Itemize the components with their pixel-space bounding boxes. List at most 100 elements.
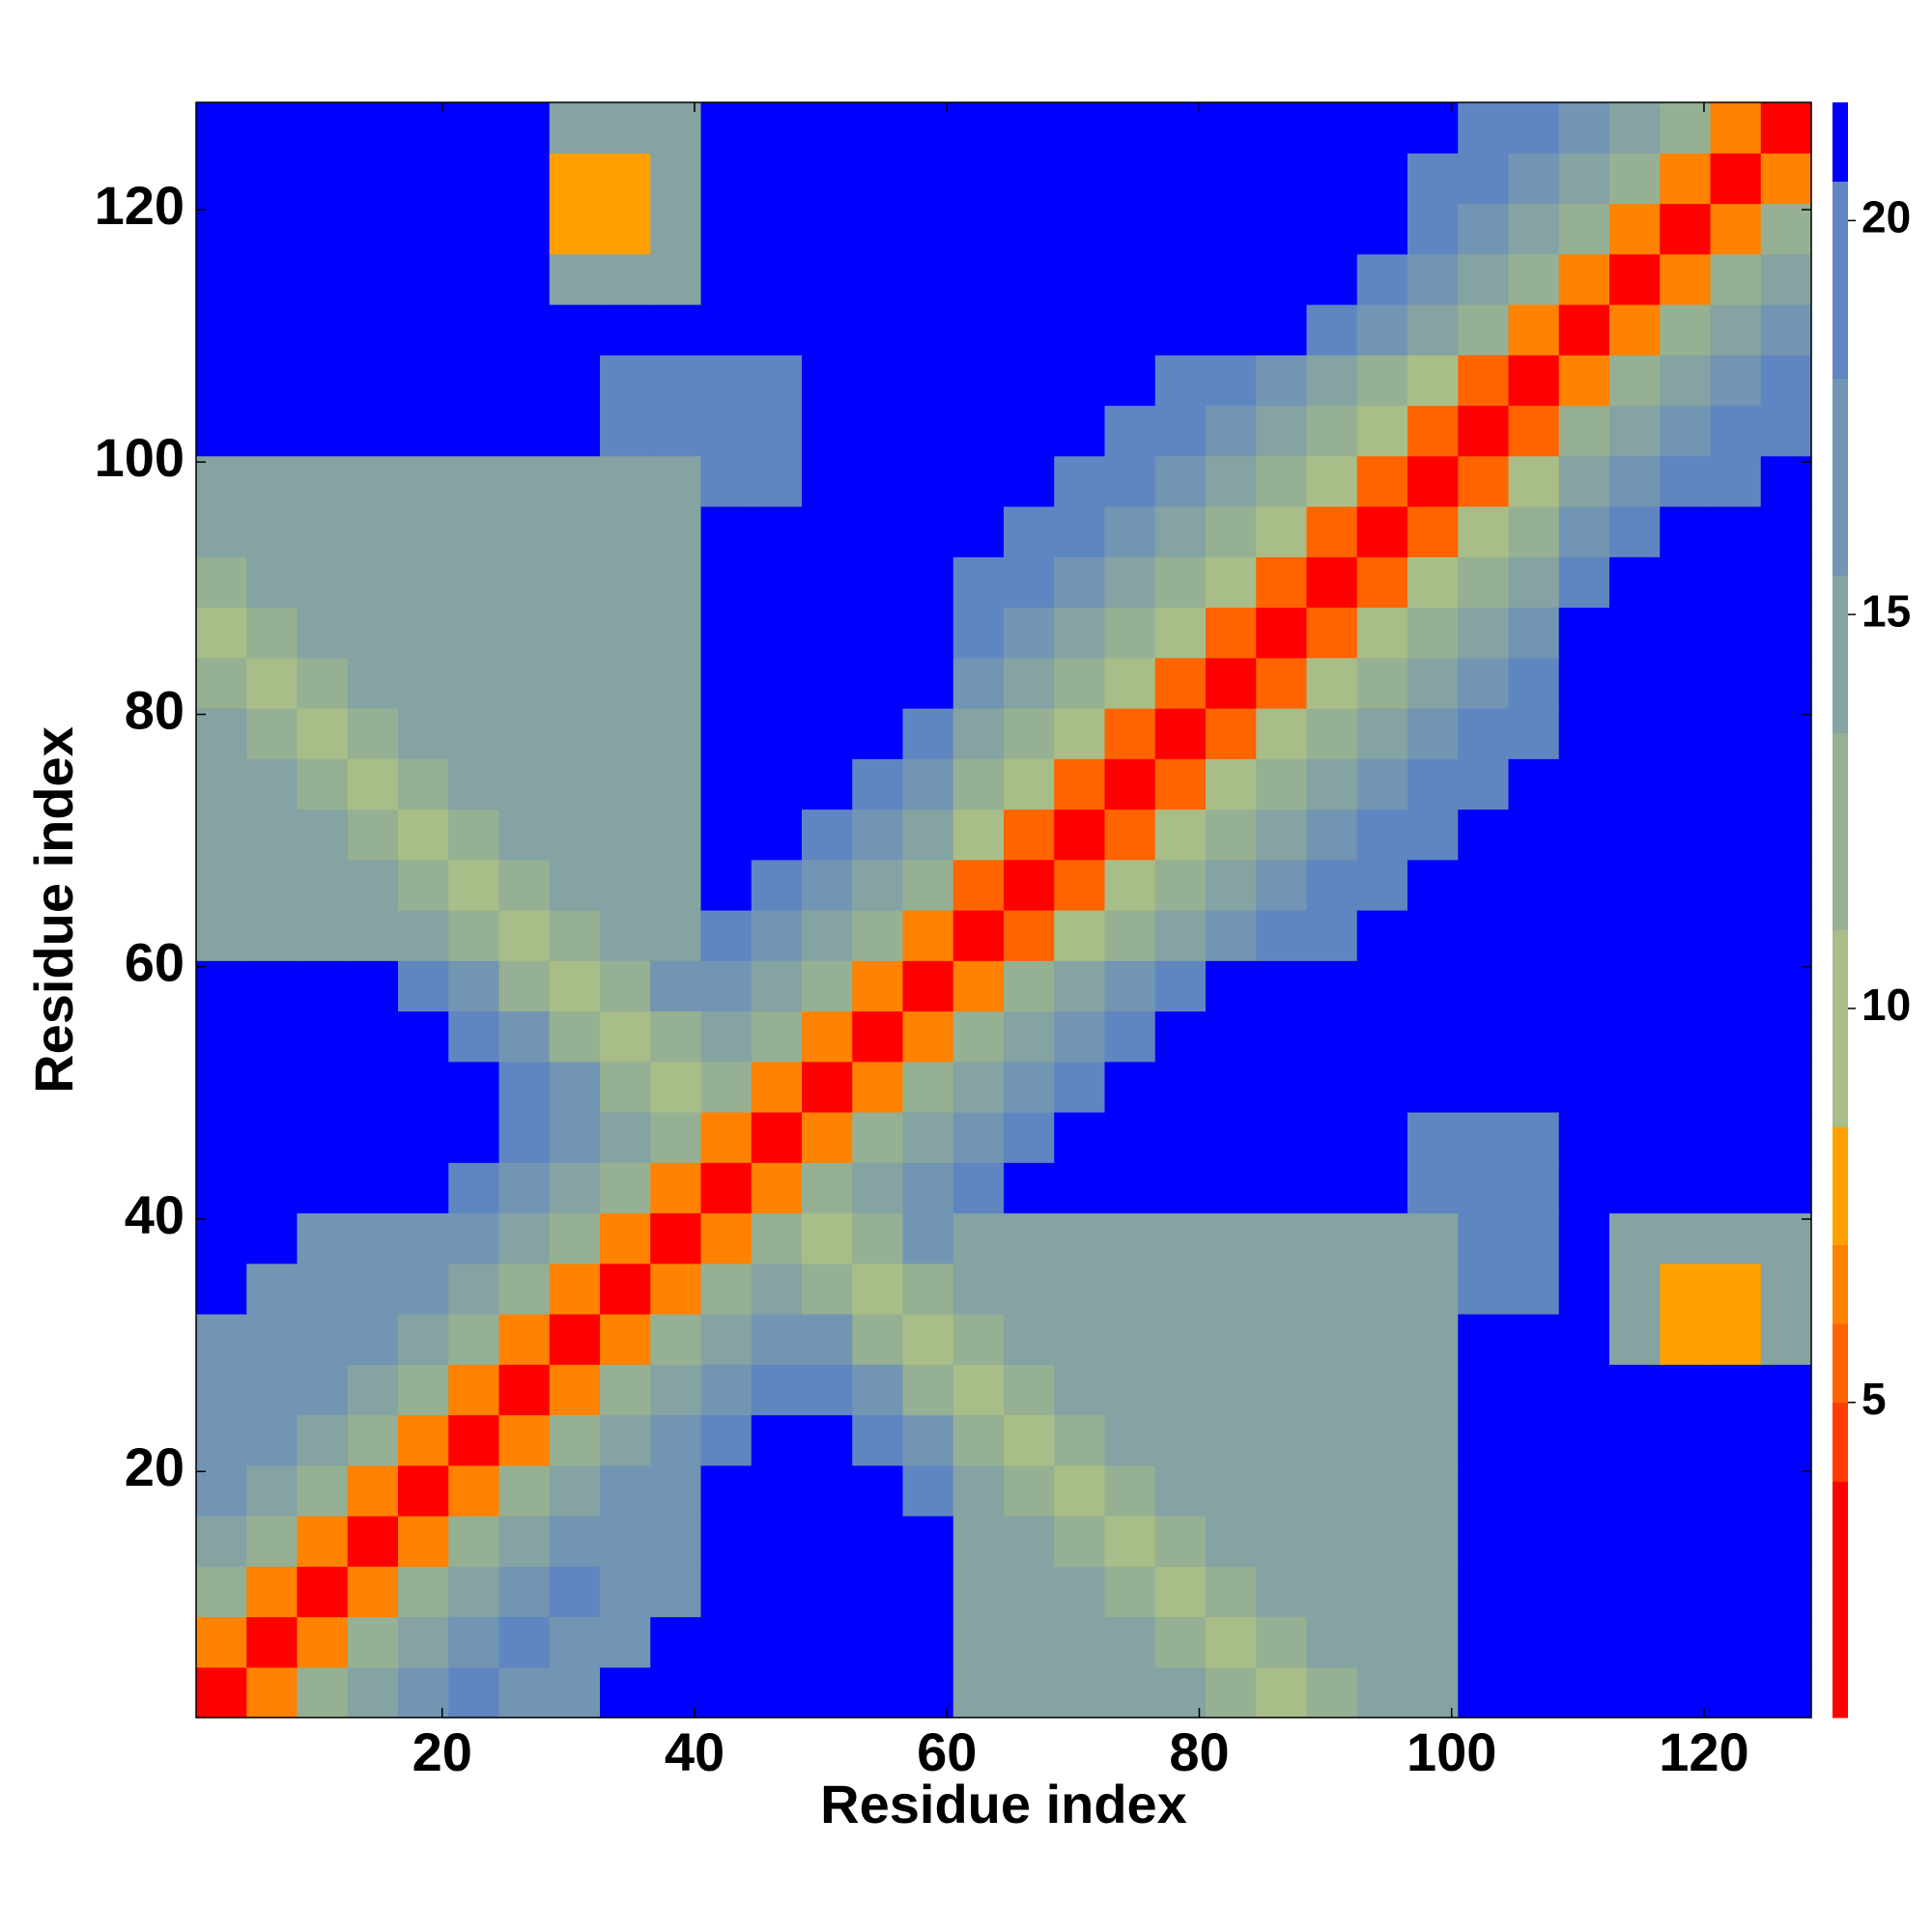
heatmap-cell: [347, 153, 399, 205]
heatmap-cell: [1660, 607, 1712, 659]
heatmap-cell: [1306, 1666, 1358, 1719]
heatmap-cell: [751, 1464, 803, 1517]
heatmap-cell: [852, 1212, 904, 1264]
heatmap-cell: [952, 1061, 1005, 1113]
heatmap-cell: [650, 1616, 702, 1668]
heatmap-cell: [1760, 1414, 1812, 1466]
heatmap-cell: [1306, 455, 1358, 507]
heatmap-cell: [1004, 153, 1055, 205]
heatmap-cell: [1609, 1516, 1661, 1567]
heatmap-cell: [802, 1616, 853, 1668]
heatmap-cell: [1458, 809, 1510, 861]
heatmap-cell: [196, 556, 247, 609]
heatmap-cell: [347, 1414, 399, 1466]
heatmap-cell: [1760, 102, 1812, 154]
heatmap-cell: [1609, 355, 1661, 407]
heatmap-cell: [1306, 1010, 1358, 1063]
heatmap-cell: [1256, 355, 1308, 407]
heatmap-cell: [1458, 253, 1510, 305]
colorbar-segment: [1833, 378, 1848, 576]
heatmap-cell: [1407, 1112, 1459, 1163]
heatmap-cell: [1356, 1414, 1408, 1466]
heatmap-cell: [448, 153, 500, 205]
heatmap-cell: [1660, 1566, 1712, 1618]
heatmap-cell: [1760, 405, 1812, 457]
heatmap-cell: [902, 506, 954, 557]
heatmap-cell: [347, 1464, 399, 1517]
heatmap-cell: [852, 203, 904, 255]
x-tick-label: 80: [1169, 1721, 1229, 1782]
heatmap-cell: [952, 203, 1005, 255]
heatmap-cell: [700, 708, 753, 759]
heatmap-cell: [196, 1566, 247, 1618]
heatmap-cell: [700, 1414, 753, 1466]
heatmap-cell: [448, 1464, 500, 1517]
heatmap-cell: [448, 1566, 500, 1618]
heatmap-cell: [1306, 657, 1358, 709]
heatmap-cell: [1004, 102, 1055, 154]
heatmap-cell: [700, 102, 753, 154]
heatmap-cell: [1154, 1414, 1207, 1466]
heatmap-cell: [347, 758, 399, 810]
heatmap-cell: [196, 506, 247, 557]
heatmap-cell: [1004, 556, 1055, 609]
heatmap-cell: [549, 1263, 601, 1315]
heatmap-cell: [1356, 253, 1408, 305]
heatmap-cell: [1558, 1516, 1610, 1567]
heatmap-cell: [448, 102, 500, 154]
heatmap-cell: [1407, 153, 1459, 205]
heatmap-cell: [246, 1566, 298, 1618]
heatmap-cell: [1104, 657, 1156, 709]
heatmap-cell: [1054, 1364, 1106, 1416]
heatmap-cell: [398, 1162, 449, 1214]
heatmap-cell: [1508, 1010, 1560, 1063]
heatmap-cell: [952, 607, 1005, 659]
heatmap-cell: [1760, 1162, 1812, 1214]
heatmap-cell: [398, 355, 449, 407]
heatmap-cell: [1660, 203, 1712, 255]
heatmap-cell: [1206, 1010, 1257, 1063]
heatmap-cell: [852, 304, 904, 355]
heatmap-cell: [246, 203, 298, 255]
heatmap-cell: [398, 1212, 449, 1264]
heatmap-cell: [1710, 1061, 1762, 1113]
heatmap-cell: [1206, 708, 1257, 759]
heatmap-cell: [902, 253, 954, 305]
heatmap-cell: [700, 405, 753, 457]
heatmap-cell: [448, 1414, 500, 1466]
heatmap-cell: [700, 960, 753, 1012]
heatmap-cell: [1558, 1061, 1610, 1113]
heatmap-cell: [600, 1112, 651, 1163]
heatmap-cell: [1356, 1314, 1408, 1365]
heatmap-cell: [952, 304, 1005, 355]
heatmap-cell: [1407, 960, 1459, 1012]
heatmap-cell: [498, 1516, 551, 1567]
heatmap-cell: [448, 506, 500, 557]
heatmap-cell: [1458, 1414, 1510, 1466]
heatmap-cell: [1054, 1212, 1106, 1264]
heatmap-cell: [1356, 455, 1408, 507]
y-tick-label: 120: [95, 175, 185, 236]
heatmap-cell: [1356, 657, 1408, 709]
heatmap-cell: [1710, 960, 1762, 1012]
heatmap-cell: [700, 1566, 753, 1618]
heatmap-cell: [1256, 153, 1308, 205]
heatmap-cell: [1206, 910, 1257, 961]
heatmap-cell: [1609, 153, 1661, 205]
heatmap-cell: [398, 1010, 449, 1063]
heatmap-cell: [1760, 1263, 1812, 1315]
heatmap-cell: [1609, 1061, 1661, 1113]
colorbar-segment: [1833, 181, 1848, 379]
heatmap-cell: [498, 960, 551, 1012]
heatmap-cell: [1104, 1616, 1156, 1668]
heatmap-cell: [802, 253, 853, 305]
heatmap-cell: [650, 506, 702, 557]
heatmap-cell: [398, 607, 449, 659]
heatmap-cell: [1609, 1464, 1661, 1517]
heatmap-cell: [650, 708, 702, 759]
heatmap-cell: [1356, 506, 1408, 557]
heatmap-cell: [398, 1666, 449, 1719]
heatmap-cell: [448, 1263, 500, 1315]
heatmap-cell: [1609, 859, 1661, 911]
heatmap-cell: [1206, 153, 1257, 205]
